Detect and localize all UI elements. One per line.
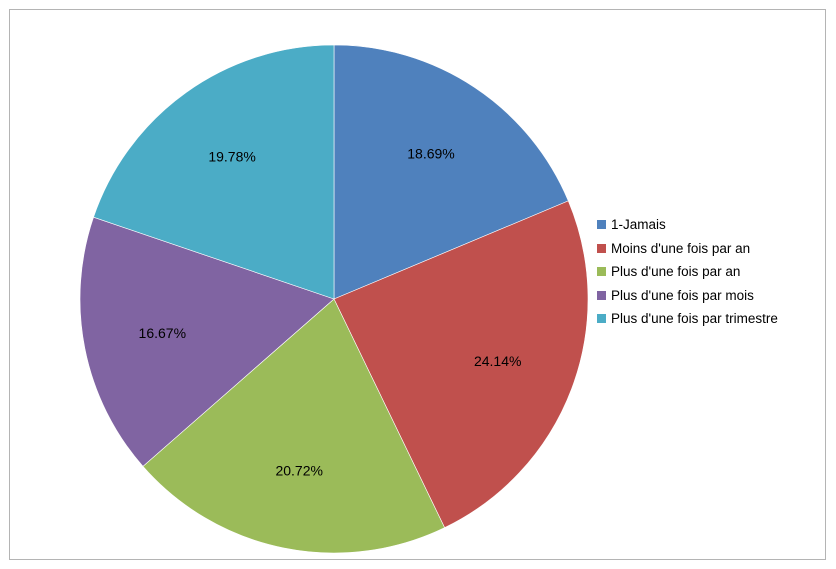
pie-slices [79, 44, 589, 554]
pie-data-labels: 18.69% 24.14% 20.72% 16.67% 19.78% [139, 145, 522, 478]
data-label-1: 18.69% [407, 145, 454, 161]
legend-label: 1-Jamais [611, 217, 666, 233]
legend-label: Plus d'une fois par an [611, 264, 741, 280]
pie-slice-3 [142, 298, 446, 554]
legend-swatch [597, 314, 606, 324]
legend-item-jamais: 1-Jamais [597, 213, 829, 237]
legend-item-moins-une-fois-par-an: Moins d'une fois par an [597, 237, 829, 261]
legend: 1-Jamais Moins d'une fois par an Plus d'… [597, 213, 829, 331]
data-label-4: 16.67% [139, 325, 186, 341]
legend-item-plus-une-fois-par-an: Plus d'une fois par an [597, 260, 829, 284]
legend-swatch [597, 220, 606, 230]
pie-slice-5 [93, 44, 335, 300]
data-label-5: 19.78% [208, 149, 255, 165]
pie-slice-4 [79, 216, 335, 467]
legend-label: Moins d'une fois par an [611, 240, 751, 256]
legend-item-plus-une-fois-par-mois: Plus d'une fois par mois [597, 284, 829, 308]
legend-swatch [597, 243, 606, 253]
legend-label: Plus d'une fois par mois [611, 287, 754, 303]
legend-swatch [597, 290, 606, 300]
data-label-2: 24.14% [474, 353, 521, 369]
pie-slice-2 [333, 200, 589, 529]
legend-item-plus-une-fois-par-trimestre: Plus d'une fois par trimestre [597, 307, 829, 331]
pie-slice-1 [333, 44, 569, 300]
legend-swatch [597, 267, 606, 277]
data-label-3: 20.72% [275, 463, 322, 479]
legend-label: Plus d'une fois par trimestre [611, 311, 778, 327]
